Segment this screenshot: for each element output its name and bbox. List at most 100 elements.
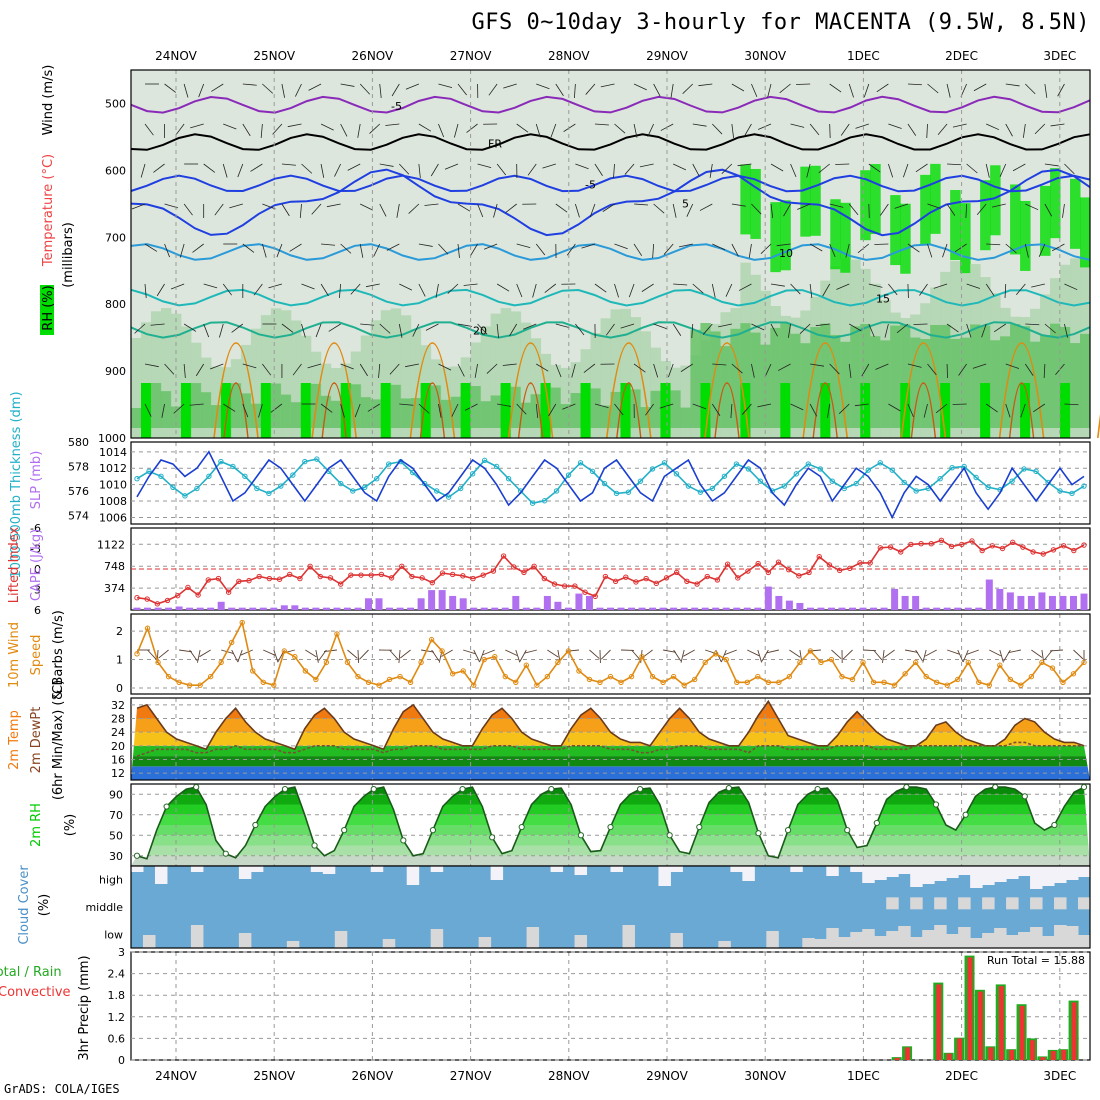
wind-barb [231, 323, 244, 333]
wind10-point [944, 682, 950, 688]
precip-convective-bar [894, 1057, 900, 1060]
thickness-point [1021, 466, 1027, 472]
slp-frame [130, 441, 1091, 525]
wind-barb [536, 363, 549, 372]
wind10-barb [196, 649, 201, 663]
wind-barb [391, 83, 400, 97]
rh-band-dark [1050, 168, 1061, 239]
isotherm-line [130, 133, 1091, 151]
temp2m-line [136, 699, 1085, 751]
wind-barb [418, 283, 426, 297]
wind-barb [614, 243, 628, 250]
lifted-index-point [551, 581, 558, 587]
rh2m-point [784, 827, 792, 834]
wind-barb [418, 403, 430, 414]
wind10-point [955, 676, 961, 683]
cloud-high-cell [970, 866, 983, 888]
lifted-index-point [225, 589, 232, 595]
date-label-top: 24NOV [155, 49, 197, 63]
cloud-high-cell [1006, 866, 1019, 879]
lifted-index-point [745, 568, 751, 574]
lifted-index-point [1040, 551, 1046, 557]
date-label-bottom: 1DEC [847, 1069, 880, 1080]
lifted-index-point [460, 573, 466, 579]
wind-barb [863, 83, 870, 98]
wind10-point [239, 619, 245, 626]
wind-barb [757, 123, 772, 130]
wind10-barb [680, 649, 685, 663]
wind-barb [470, 243, 478, 257]
wind-barb [272, 123, 283, 135]
rh-axis-label-1: 2m RH [29, 803, 44, 847]
rh-band-light [131, 338, 142, 438]
lifted-index-point [348, 572, 354, 578]
wind10-point [723, 656, 729, 663]
thickness-point [338, 480, 344, 487]
wind10-point [302, 668, 309, 674]
wind-barb [1005, 403, 1011, 418]
rh-band-light [600, 318, 611, 438]
wind-barb [809, 403, 818, 417]
isotherm-line [130, 288, 1091, 307]
wind10-barb [761, 649, 769, 662]
wind-barb [307, 363, 322, 369]
cloud-low-cell [670, 933, 683, 948]
wind-barb [1005, 243, 1017, 254]
precip-convective-bar [905, 1047, 911, 1060]
cloud-high-cell [1066, 866, 1079, 880]
wind10-barb [1043, 649, 1053, 661]
cape-bar [1017, 595, 1025, 610]
lifted-index-point [327, 575, 334, 581]
thickness-point [529, 500, 536, 506]
slp-line [136, 450, 1085, 520]
wind-barb [751, 203, 762, 215]
lifted-index-point [358, 572, 364, 578]
wind-barb [614, 283, 619, 298]
cloud-low-cell [190, 925, 204, 948]
cape-bar [659, 607, 667, 610]
surface-temp-contour-inner [910, 382, 937, 439]
lifted-index-point [256, 573, 262, 580]
cloud-high-cell [934, 866, 947, 881]
lifted-index-point [500, 553, 507, 559]
cape-bar [154, 607, 162, 610]
cape-bar [922, 607, 930, 610]
wind-barb [731, 243, 739, 257]
wind-barb [496, 323, 499, 338]
rh-band-mid [520, 402, 532, 428]
thickness-point [781, 483, 788, 489]
cape-bar [607, 607, 614, 610]
wind-barb [1004, 283, 1007, 299]
rh2m-point [281, 786, 289, 793]
thickness-point [601, 480, 608, 487]
cape-bar [207, 607, 215, 610]
wind10-point [197, 682, 203, 688]
rh-band-dark-low [540, 383, 552, 438]
rh-band-light [630, 317, 641, 438]
wind-barb [542, 163, 556, 169]
cloud-low-cell [334, 931, 348, 948]
lifted-index-point [144, 596, 150, 602]
wind-barb [548, 403, 557, 417]
cape-bar [849, 607, 857, 610]
temp-axis-label-2: 2m DewPt [29, 707, 44, 774]
cape-bar [743, 607, 751, 610]
rh-band-mid [1030, 341, 1041, 428]
rh-band-mid [430, 385, 442, 428]
thickness-point [505, 476, 512, 482]
wind-barb [435, 283, 439, 298]
rh-band-mid [350, 384, 362, 428]
wind10-barb [199, 649, 211, 658]
cloud-low-cell [1030, 927, 1043, 948]
date-label-bottom: 2DEC [945, 1069, 978, 1080]
wind10-point [229, 639, 235, 646]
cloud-low-cell [622, 925, 635, 948]
wind-barb [389, 363, 400, 375]
wind-barb [339, 283, 342, 298]
rh-band-light [410, 328, 422, 438]
lifted-index-point [154, 601, 161, 607]
wind10-point [776, 679, 782, 686]
date-label-bottom: 29NOV [646, 1069, 688, 1080]
wind-barb [347, 163, 361, 171]
wind10-barb [673, 649, 682, 662]
